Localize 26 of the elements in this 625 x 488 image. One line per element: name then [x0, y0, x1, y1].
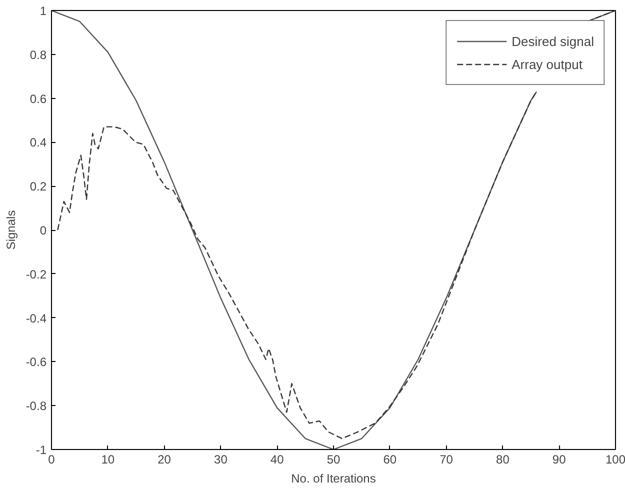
- x-tick-label: 10: [101, 452, 115, 466]
- y-axis-title: Signals: [4, 210, 18, 250]
- y-tick-label: 0.8: [30, 48, 47, 62]
- y-tick-label: -0.6: [26, 355, 47, 370]
- y-tick-label: 1: [40, 4, 47, 18]
- y-tick-label: -0.2: [26, 267, 47, 282]
- y-tick-label: -0.8: [26, 399, 47, 414]
- legend-label: Array output: [512, 56, 582, 72]
- y-tick-label: -1: [36, 443, 47, 457]
- legend-label: Desired signal: [512, 34, 594, 48]
- x-tick-label: 90: [552, 452, 566, 466]
- y-tick-label: -0.4: [26, 311, 47, 326]
- x-tick-label: 40: [270, 452, 284, 466]
- x-tick-label: 80: [496, 452, 510, 466]
- x-tick-label: 50: [326, 452, 340, 466]
- x-tick-label: 70: [440, 452, 454, 466]
- y-tick-label: 0.2: [30, 180, 47, 194]
- x-tick-label: 20: [158, 452, 172, 466]
- x-axis-title: No. of Iterations: [291, 472, 376, 486]
- x-tick-label: 100: [605, 452, 625, 466]
- y-tick-label: 0.4: [30, 136, 47, 150]
- y-tick-label: 0: [40, 224, 47, 238]
- x-tick-label: 0: [48, 452, 56, 466]
- x-tick-label: 60: [383, 452, 397, 466]
- y-tick-label: 0.6: [30, 92, 47, 106]
- x-tick-label: 30: [214, 452, 228, 466]
